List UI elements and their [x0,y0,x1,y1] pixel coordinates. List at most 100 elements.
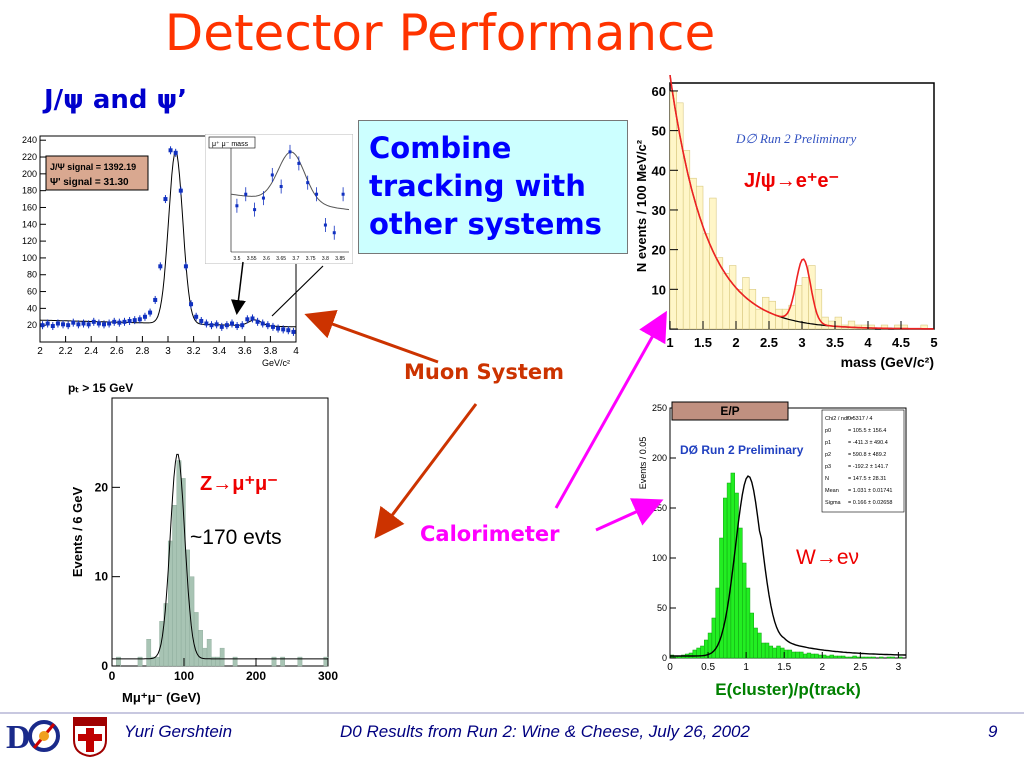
data-point [137,317,142,322]
plot-frame [111,397,329,667]
y-tick-label: 60 [652,84,666,99]
inset-point [306,181,310,185]
data-point [240,323,245,328]
histogram-bar [709,197,717,330]
tracking-callout-box: Combine tracking with other systems [358,120,628,254]
histogram-bar [702,233,710,330]
y-tick-label: 20 [652,243,666,258]
stats-value: = 1.031 ± 0.01741 [848,488,892,494]
histogram-bar [818,654,823,659]
inset-point [270,173,274,177]
histogram-bar [738,527,743,659]
y-tick-label: 250 [652,403,667,413]
y-tick-label: 220 [22,152,37,162]
histogram-bar [791,651,796,659]
inset-point [288,150,292,154]
y-tick-label: 0 [101,659,108,673]
y-tick-label: 200 [22,169,37,179]
x-tick-label: 2 [37,346,43,357]
histogram-bar [722,273,730,330]
data-point [260,321,265,326]
histogram-bar [137,656,143,667]
data-point [245,317,250,322]
data-point [250,316,255,321]
arrow-muon-to-z [374,403,478,539]
histogram-bar [280,656,285,667]
histogram-bar [833,655,838,659]
y-tick-label: 30 [652,203,666,218]
histogram-bar [898,656,903,659]
histogram-bar [810,653,815,659]
preliminary-annotation: D∅ Run 2 Preliminary [735,131,856,146]
x-tick-label: 3.2 [187,346,201,357]
histogram-bar [844,656,850,659]
x-tick-label: 3.6 [238,346,252,357]
histogram-bar [193,612,199,667]
histogram-bar [146,639,152,667]
histogram-bar [755,308,763,330]
histogram-bar [749,612,754,659]
data-point [291,329,296,334]
histogram-bar [863,656,869,659]
x-tick-label: 5 [930,335,937,350]
histogram-bar [232,656,238,667]
data-point [158,264,163,269]
data-point [178,188,183,193]
x-tick-label: 2.5 [760,335,778,350]
histogram-bar [871,656,876,659]
inset-point [279,185,283,189]
histogram-bar [726,482,732,659]
legend-box [45,155,149,191]
data-point [132,318,137,323]
inset-point [341,192,345,196]
data-point [270,324,275,329]
histogram-bar [757,632,762,659]
histogram-bar [814,653,819,659]
page-number: 9 [988,722,998,741]
inset-x-tick-label: 3.75 [306,256,316,262]
histogram-bar [801,277,809,330]
inset-point [261,196,265,200]
histogram-bar [723,497,728,659]
subtitle-jpsi-psiprime: J/ψ and ψ’ [44,85,188,115]
x-tick-label: 3.8 [263,346,277,357]
x-tick-label: 0 [667,662,673,673]
data-point [107,321,112,326]
pt-cut-label: pₜ > 15 GeV [68,381,133,395]
x-tick-label: 3 [896,662,902,673]
y-tick-label: 20 [27,320,37,330]
x-tick-label: 3.5 [826,335,844,350]
event-count-annotation: ~170 evts [190,526,282,549]
y-tick-label: 10 [95,570,109,584]
data-point [66,323,71,328]
channel-label: Z→μ⁺μ⁻ [200,473,278,495]
histogram-bar [271,656,277,667]
footer-author: Yuri Gershtein [124,722,233,741]
data-point [153,297,158,302]
data-point [127,318,132,323]
y-tick-label: 50 [652,124,666,139]
e-over-p-chart: 0 0.5 1 1.5 2 2.5 3 0 50 100 150 200 250 Events / 0.0… [638,401,907,699]
data-point [281,327,286,332]
data-point [117,320,122,325]
data-point [265,323,270,328]
histogram-bar [852,655,857,659]
data-point [194,314,199,319]
histogram-bar [742,562,747,659]
inset-title: μ⁺ μ⁻ mass [212,141,249,148]
data-point [276,326,281,331]
data-point [183,264,188,269]
y-tick-label: 180 [22,186,37,196]
fit-curve [670,475,906,657]
data-point [148,310,153,315]
histogram-bar [745,587,751,659]
x-tick-label: 4.5 [892,335,910,350]
histogram-bar [768,645,774,659]
histogram-bar [841,655,846,659]
d0-logo-icon: D [6,719,60,756]
data-point [76,322,81,327]
histogram-bar [890,656,895,659]
data-point [214,322,219,327]
data-point [112,319,117,324]
y-tick-label: 40 [27,303,37,313]
